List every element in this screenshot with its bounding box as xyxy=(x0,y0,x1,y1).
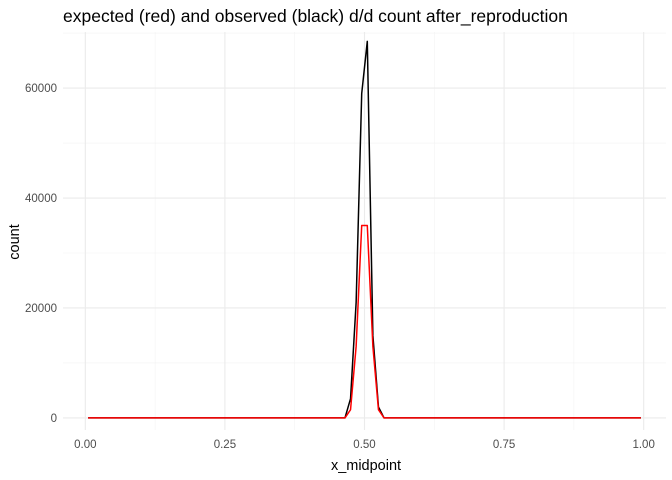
series-line-expected xyxy=(88,224,641,419)
x-tick-labels: 0.00 0.25 0.50 0.75 1.00 xyxy=(74,439,655,451)
grid xyxy=(63,32,666,430)
x-tick-label: 0.75 xyxy=(493,439,515,451)
y-tick-label: 0 xyxy=(51,413,57,425)
x-tick-label: 0.00 xyxy=(74,439,96,451)
y-axis-label: count xyxy=(7,224,23,259)
x-tick-label: 0.25 xyxy=(214,439,236,451)
chart-title: expected (red) and observed (black) d/d … xyxy=(63,6,568,27)
series-layer xyxy=(88,40,641,419)
x-tick-label: 0.50 xyxy=(353,439,375,451)
x-tick-label: 1.00 xyxy=(632,439,654,451)
x-axis-label: x_midpoint xyxy=(331,458,401,474)
y-tick-labels: 0 20000 40000 60000 xyxy=(25,83,57,425)
y-tick-label: 20000 xyxy=(25,303,57,315)
y-tick-label: 60000 xyxy=(25,83,57,95)
y-tick-label: 40000 xyxy=(25,193,57,205)
